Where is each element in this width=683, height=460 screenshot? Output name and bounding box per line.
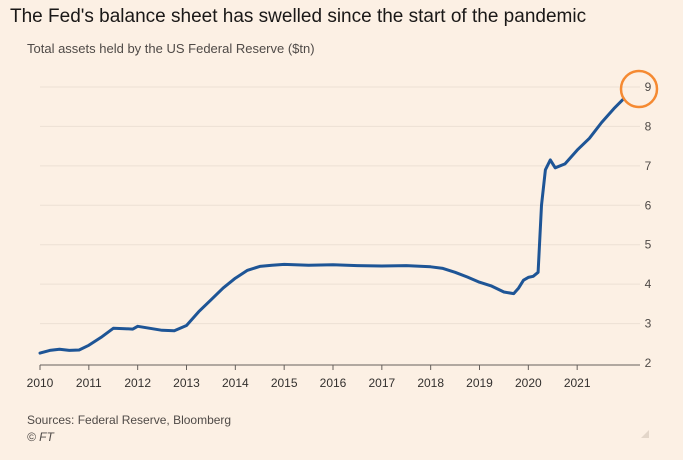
x-tick-label: 2020 <box>515 376 542 390</box>
resize-handle-icon <box>641 430 649 438</box>
y-tick-label: 9 <box>645 80 652 94</box>
x-axis: 2010 2011 2012 2013 2014 2015 2016 2017 2018 2019… <box>27 364 640 390</box>
y-tick-label: 4 <box>645 277 652 291</box>
footer: Sources: Federal Reserve, Bloomberg © FT <box>27 412 231 446</box>
x-tick-label: 2010 <box>27 376 54 390</box>
x-tick-label: 2013 <box>173 376 200 390</box>
x-tick-label: 2014 <box>222 376 249 390</box>
copyright: © FT <box>27 430 54 444</box>
gridlines <box>40 86 640 325</box>
x-tick-label: 2012 <box>124 376 151 390</box>
chart-subtitle: Total assets held by the US Federal Rese… <box>27 41 315 56</box>
y-tick-label: 3 <box>645 317 652 331</box>
highlight-circle <box>619 69 659 109</box>
y-tick-label: 2 <box>645 356 652 370</box>
y-tick-label: 7 <box>645 159 652 173</box>
chart-title: The Fed's balance sheet has swelled sinc… <box>10 6 587 27</box>
source-note: Sources: Federal Reserve, Bloomberg <box>27 413 232 427</box>
x-tick-label: 2015 <box>271 376 298 390</box>
x-tick-label: 2019 <box>466 376 493 390</box>
x-tick-label: 2017 <box>368 376 395 390</box>
series-line-0 <box>38 97 626 355</box>
x-tick-label: 2018 <box>417 376 444 390</box>
y-tick-label: 5 <box>645 238 652 252</box>
y-tick-label: 6 <box>645 198 652 212</box>
x-tick-label: 2016 <box>320 376 347 390</box>
y-axis-labels: 2 3 4 5 6 7 8 9 <box>645 80 652 370</box>
series-layer <box>38 97 626 355</box>
x-tick-label: 2011 <box>76 376 102 390</box>
x-tick-label: 2021 <box>564 376 591 390</box>
annotation-layer <box>619 69 659 109</box>
y-tick-label: 8 <box>645 119 652 133</box>
